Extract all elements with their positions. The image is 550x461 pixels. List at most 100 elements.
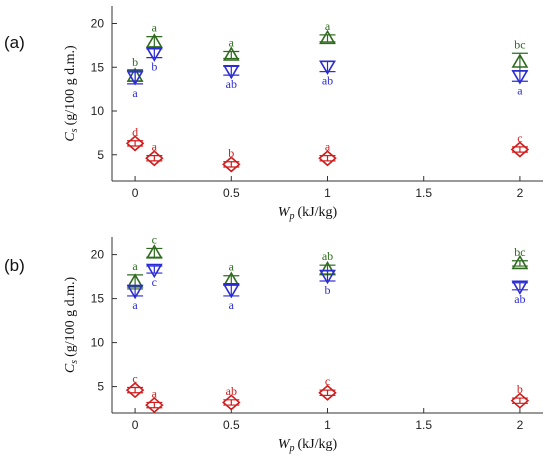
- significance-label: a: [152, 21, 158, 35]
- significance-label: a: [152, 386, 158, 400]
- data-point-triangle-down: [222, 283, 240, 299]
- x-tick-label: 0.5: [223, 418, 240, 432]
- x-tick-label: 1.5: [415, 418, 432, 432]
- data-point-diamond: [318, 150, 337, 167]
- x-tick-label: 0: [132, 418, 139, 432]
- significance-label: a: [517, 83, 523, 97]
- x-tick-label: 1.5: [415, 186, 432, 200]
- data-point-triangle-down: [319, 60, 336, 75]
- data-point-diamond: [125, 382, 145, 399]
- x-axis-label: Wp (kJ/kg): [278, 205, 338, 222]
- x-axis-label-symbol: W: [278, 205, 291, 220]
- data-point-triangle-down: [319, 269, 336, 285]
- significance-label: c: [325, 374, 330, 388]
- significance-label: a: [132, 86, 138, 100]
- y-tick-label: 5: [97, 148, 104, 162]
- significance-label: d: [132, 125, 138, 139]
- y-tick-label: 20: [91, 17, 105, 31]
- x-tick-label: 1: [324, 186, 331, 200]
- series-diamond: da b ac: [125, 125, 530, 173]
- significance-label: bc: [514, 245, 525, 259]
- data-point-triangle-up: [145, 33, 163, 48]
- y-tick-label: 10: [91, 104, 105, 118]
- y-tick-label: 10: [91, 336, 105, 350]
- panel-label: (a): [4, 33, 25, 52]
- x-tick-label: 1: [324, 418, 331, 432]
- significance-label: b: [151, 60, 157, 74]
- significance-label: c: [132, 371, 137, 385]
- data-point-triangle-down: [126, 71, 144, 86]
- data-point-diamond: [510, 141, 530, 158]
- significance-label: a: [152, 140, 158, 154]
- x-tick-label: 0.5: [223, 186, 240, 200]
- series-triangle-up: b a a a bc: [126, 19, 529, 82]
- y-tick-label: 15: [91, 292, 105, 306]
- significance-label: a: [229, 36, 235, 50]
- significance-label: ab: [322, 249, 333, 263]
- significance-label: ab: [226, 77, 237, 91]
- significance-label: a: [132, 298, 138, 312]
- x-axis-label-symbol: W: [278, 437, 291, 452]
- x-tick-label: 2: [517, 186, 524, 200]
- x-tick-label: 2: [517, 418, 524, 432]
- data-point-triangle-down: [511, 70, 529, 85]
- significance-label: b: [228, 146, 234, 160]
- data-point-triangle-down: [145, 263, 163, 279]
- x-axis-label-subscript: p: [289, 443, 295, 454]
- y-axis-label-symbol: C: [63, 363, 78, 373]
- data-point-diamond: [145, 150, 164, 167]
- data-point-diamond: [222, 156, 241, 173]
- data-point-diamond: [318, 384, 337, 401]
- significance-label: a: [229, 298, 235, 312]
- x-axis-label-unit: (kJ/kg): [298, 437, 338, 452]
- y-axis-label-unit: (g/100 g d.m.): [63, 276, 78, 356]
- y-tick-label: 20: [91, 248, 105, 262]
- data-point-triangle-down: [511, 280, 529, 295]
- data-point-triangle-up: [511, 53, 529, 68]
- y-axis-label-subscript: s: [69, 128, 80, 132]
- data-point-triangle-down: [145, 47, 163, 62]
- x-axis-label-subscript: p: [289, 211, 295, 222]
- y-tick-label: 5: [97, 380, 104, 394]
- significance-label: a: [325, 19, 331, 33]
- significance-label: b: [517, 382, 523, 396]
- y-axis-label: Cs (g/100 g d.m.): [63, 45, 80, 142]
- x-axis-label: Wp (kJ/kg): [278, 437, 338, 454]
- x-axis-label-unit: (kJ/kg): [298, 205, 338, 220]
- data-point-triangle-down: [222, 64, 240, 80]
- significance-label: ab: [322, 74, 333, 88]
- data-point-diamond: [125, 135, 145, 152]
- y-tick-label: 15: [91, 60, 105, 74]
- data-point-triangle-up: [319, 29, 336, 45]
- y-axis-label-unit: (g/100 g d.m.): [63, 45, 78, 125]
- chart-panel-b: (b) 0 0.5 1 1.5 2 5 10 15 20 Wp (kJ/kg) Cs (g/100 g d…: [4, 232, 543, 454]
- significance-label: a: [132, 259, 138, 273]
- series-diamond: c a ab c b: [125, 371, 530, 414]
- data-point-triangle-down: [126, 284, 144, 300]
- data-point-triangle-up: [222, 46, 240, 61]
- y-axis-label-symbol: C: [63, 132, 78, 142]
- significance-label: c: [152, 232, 157, 246]
- data-point-diamond: [222, 394, 241, 411]
- significance-label: bc: [514, 37, 525, 51]
- significance-label: a: [325, 140, 331, 154]
- significance-label: a: [229, 260, 235, 274]
- panel-label: (b): [4, 256, 25, 275]
- significance-label: b: [132, 55, 138, 69]
- significance-label: ab: [514, 292, 525, 306]
- significance-label: b: [325, 283, 331, 297]
- x-tick-label: 0: [132, 186, 139, 200]
- y-axis-label-subscript: s: [69, 360, 80, 364]
- significance-label: c: [517, 131, 522, 145]
- chart-panel-a: (a) 0 0.5 1 1.5 2 5 10 15 20 Wp (kJ/kg) Cs (g/100 g d…: [4, 6, 543, 222]
- y-axis-label: Cs (g/100 g d.m.): [63, 276, 80, 373]
- data-point-diamond: [145, 397, 164, 414]
- data-point-triangle-up: [145, 244, 163, 259]
- significance-label: ab: [226, 384, 237, 398]
- data-point-triangle-up: [511, 254, 529, 270]
- significance-label: c: [152, 275, 157, 289]
